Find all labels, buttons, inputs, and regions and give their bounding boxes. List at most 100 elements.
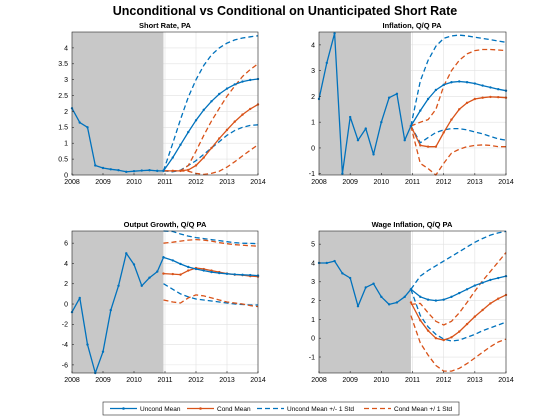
history-line-point (101, 166, 105, 170)
cond-mean-line-point (489, 95, 492, 99)
x-tick-label: 2014 (250, 179, 266, 186)
uncond-mean-line-point (473, 82, 477, 85)
y-tick-label: 3 (311, 279, 315, 286)
history-line-point (403, 139, 406, 142)
uncond-mean-line-point (465, 288, 469, 291)
cond-mean-line-point (481, 96, 484, 99)
series-layer (70, 230, 260, 375)
x-tick-label: 2010 (374, 179, 390, 186)
uncond-mean-line-point (233, 273, 236, 276)
x-tick-label: 2013 (219, 179, 235, 186)
x-tick-label: 2013 (467, 179, 483, 186)
shaded-history-region (72, 32, 164, 175)
uncond-mean-line-point (419, 109, 422, 112)
figure-title: Unconditional vs Conditional on Unantici… (113, 4, 458, 18)
uncond-mean-line-point (179, 143, 182, 147)
uncond-lower-line (410, 125, 507, 144)
x-tick-label: 2011 (157, 377, 172, 384)
uncond-mean-line-point (434, 299, 438, 302)
panel-wage-inflation: 2008 2009 2010 2011 2012 2013 2014 -1 0 1 2 3 4 5 Wag… (309, 220, 514, 384)
history-line-point (78, 296, 81, 300)
cond-mean-line-point (458, 330, 461, 333)
cond-lower-line (410, 315, 507, 372)
cond-mean-line-point (179, 169, 182, 173)
uncond-mean-line-point (458, 80, 461, 83)
legend-entry-uncond-mean: Uncond Mean (110, 406, 181, 413)
history-line-point (395, 301, 399, 304)
history-line-point (333, 259, 336, 263)
uncond-mean-line-point (210, 100, 213, 103)
y-tick-label: 2 (311, 94, 315, 101)
cond-mean-line-point (497, 95, 500, 99)
history-line-point (341, 172, 344, 175)
cond-mean-line-point (450, 118, 453, 121)
uncond-mean-line-point (241, 273, 244, 277)
cond-mean-line-point (465, 322, 469, 326)
history-line-point (156, 270, 159, 273)
y-tick-label: 1.5 (58, 125, 68, 132)
y-tick-label: 0 (64, 301, 68, 308)
history-line-point (94, 164, 97, 167)
uncond-mean-line-point (218, 271, 221, 275)
history-line-point (372, 282, 375, 285)
history-line-point (356, 139, 360, 142)
x-tick-label: 2010 (374, 377, 390, 384)
x-tick-label: 2010 (126, 377, 142, 384)
cond-mean-line-point (409, 301, 413, 304)
cond-mean-line-point (187, 269, 190, 272)
y-tick-label: 3.5 (58, 61, 68, 68)
y-tick-label: 2 (64, 281, 68, 288)
y-tick-label: 4 (311, 42, 315, 49)
y-tick-label: 0 (64, 172, 68, 179)
uncond-upper-line (162, 35, 259, 172)
x-tick-label: 2009 (95, 377, 111, 384)
cond-mean-line-point (497, 297, 500, 300)
cond-mean-line-point (171, 169, 174, 173)
uncond-lower-line (410, 289, 507, 342)
history-line-point (140, 169, 143, 172)
history-line-point (86, 343, 89, 346)
uncond-mean-line-point (194, 119, 198, 122)
history-line-point (101, 350, 105, 353)
uncond-mean-line-point (426, 97, 430, 101)
panel-output-growth: 2008 2009 2010 2011 2012 2013 2014 -6 -4 -2 0 2 4 6 O… (62, 220, 266, 384)
cond-upper-line (410, 252, 507, 326)
cond-mean-line-point (450, 336, 453, 339)
y-tick-label: -1 (309, 171, 315, 178)
history-line-point (403, 295, 406, 299)
x-tick-label: 2014 (498, 179, 514, 186)
uncond-mean-line-point (481, 281, 484, 284)
panel-inflation: 2008 2009 2010 2011 2012 2013 2014 -1 0 1 2 3 4 Infl… (309, 21, 514, 186)
y-tick-label: 1 (311, 120, 315, 127)
cond-mean-line-point (426, 329, 430, 332)
y-tick-label: 0 (311, 145, 315, 152)
cond-mean-line-point (489, 302, 492, 305)
legend-entry-uncond-band: Uncond Mean +/- 1 Std (257, 406, 354, 413)
y-tick-label: 0.5 (58, 157, 68, 164)
uncond-upper-line (410, 230, 507, 290)
cond-mean-line-point (225, 128, 229, 132)
uncond-upper-line (410, 34, 507, 127)
history-line-point (380, 120, 383, 124)
tick-layer: 2008 2009 2010 2011 2012 2013 2014 -6 -4 -2 0 2 4 6 (62, 241, 266, 384)
cond-mean-line-point (218, 137, 221, 140)
panel-title: Wage Inflation, Q/Q PA (372, 220, 453, 229)
uncond-mean-line-point (489, 278, 492, 282)
cond-mean-line-point (419, 319, 422, 322)
history-line-point (117, 284, 120, 287)
uncond-mean-line-point (218, 92, 221, 96)
history-line-point (364, 286, 367, 289)
y-tick-label: 3 (311, 68, 315, 75)
uncond-mean-line-point (497, 88, 500, 91)
uncond-mean-line-point (497, 276, 500, 280)
panel-title: Inflation, Q/Q PA (382, 21, 442, 30)
cond-lower-line (163, 294, 259, 308)
history-line-point (132, 263, 136, 266)
history-line-point (156, 169, 159, 173)
uncond-mean-line-point (409, 288, 413, 291)
y-tick-label: 4 (64, 261, 68, 268)
history-line-point (125, 170, 128, 174)
uncond-mean-line-point (210, 270, 213, 274)
history-line-point (372, 153, 375, 156)
